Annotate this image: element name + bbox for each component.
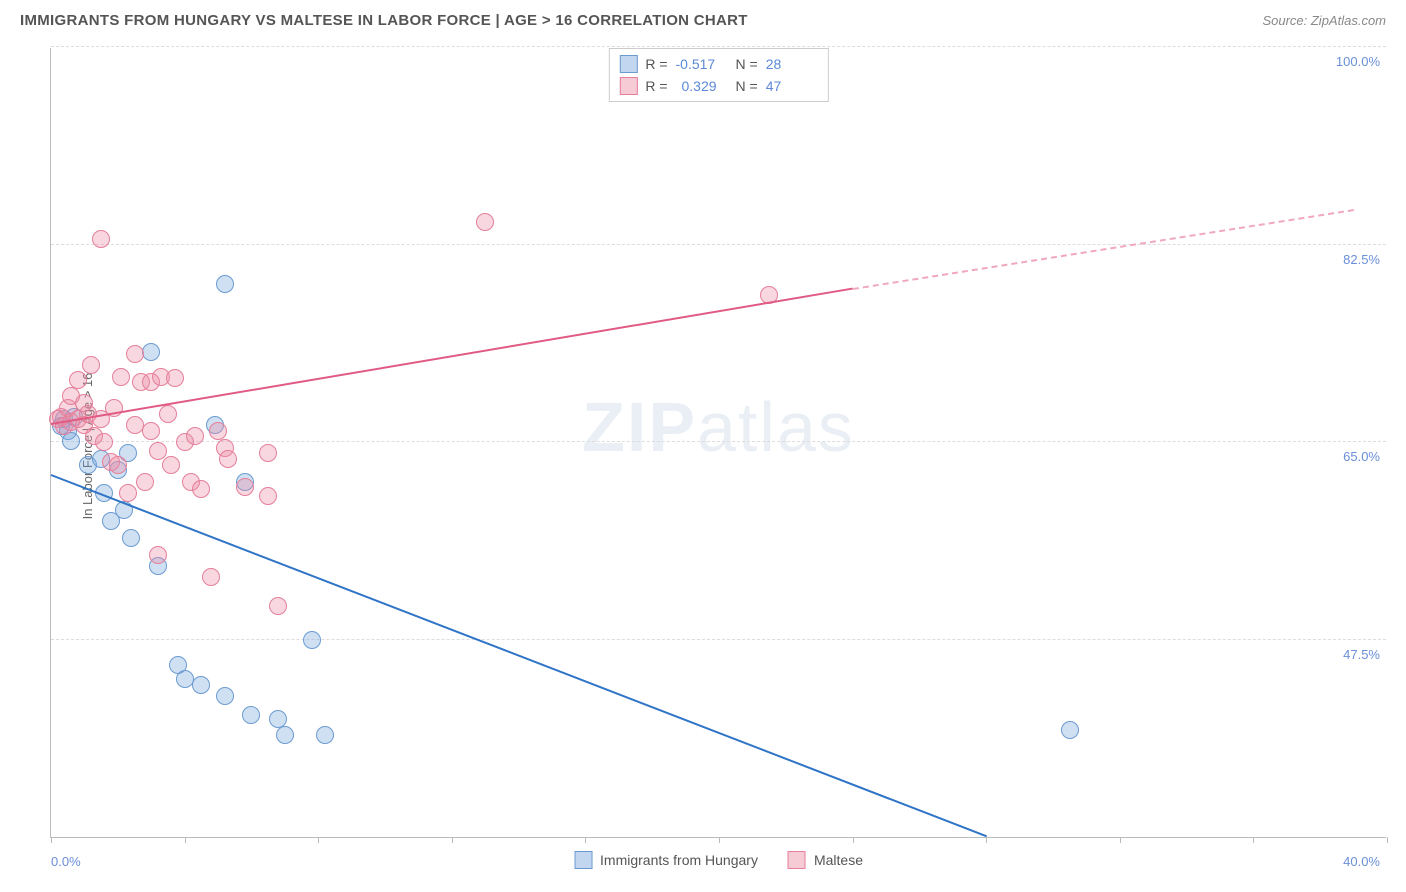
x-tick — [1120, 837, 1121, 843]
data-point-maltese — [209, 422, 227, 440]
x-tick — [585, 837, 586, 843]
gridline — [51, 639, 1386, 640]
data-point-hungary — [176, 670, 194, 688]
data-point-maltese — [166, 369, 184, 387]
x-tick — [452, 837, 453, 843]
data-point-hungary — [122, 529, 140, 547]
data-point-hungary — [269, 710, 287, 728]
swatch-icon — [619, 77, 637, 95]
data-point-hungary — [216, 687, 234, 705]
legend-row-maltese: R =0.329 N =47 — [619, 75, 817, 97]
data-point-maltese — [202, 568, 220, 586]
swatch-icon — [619, 55, 637, 73]
legend-row-hungary: R =-0.517 N =28 — [619, 53, 817, 75]
data-point-maltese — [259, 487, 277, 505]
source-label: Source: ZipAtlas.com — [1262, 13, 1386, 28]
swatch-icon — [788, 851, 806, 869]
data-point-hungary — [192, 676, 210, 694]
data-point-hungary — [1061, 721, 1079, 739]
swatch-icon — [574, 851, 592, 869]
x-tick — [1387, 837, 1388, 843]
gridline — [51, 46, 1386, 47]
x-tick — [318, 837, 319, 843]
data-point-hungary — [242, 706, 260, 724]
data-point-maltese — [142, 422, 160, 440]
data-point-maltese — [219, 450, 237, 468]
data-point-maltese — [192, 480, 210, 498]
x-tick — [719, 837, 720, 843]
data-point-maltese — [159, 405, 177, 423]
x-tick-label: 40.0% — [1343, 854, 1380, 869]
page-title: IMMIGRANTS FROM HUNGARY VS MALTESE IN LA… — [20, 12, 748, 29]
data-point-maltese — [92, 230, 110, 248]
legend-series: Immigrants from Hungary Maltese — [574, 851, 863, 869]
data-point-maltese — [259, 444, 277, 462]
data-point-hungary — [303, 631, 321, 649]
y-tick-label: 82.5% — [1343, 252, 1380, 267]
data-point-maltese — [269, 597, 287, 615]
trend-line — [51, 288, 853, 425]
x-tick — [853, 837, 854, 843]
data-point-hungary — [316, 726, 334, 744]
data-point-maltese — [126, 416, 144, 434]
x-tick-label: 0.0% — [51, 854, 81, 869]
data-point-maltese — [149, 546, 167, 564]
gridline — [51, 244, 1386, 245]
gridline — [51, 441, 1386, 442]
data-point-maltese — [162, 456, 180, 474]
x-tick — [986, 837, 987, 843]
data-point-hungary — [276, 726, 294, 744]
data-point-maltese — [476, 213, 494, 231]
data-point-maltese — [95, 433, 113, 451]
correlation-chart: ZIPatlas R =-0.517 N =28 R =0.329 N =47 … — [50, 48, 1386, 838]
data-point-maltese — [82, 356, 100, 374]
data-point-maltese — [126, 345, 144, 363]
data-point-maltese — [112, 368, 130, 386]
data-point-maltese — [69, 371, 87, 389]
watermark: ZIPatlas — [582, 387, 855, 467]
legend-item-hungary: Immigrants from Hungary — [574, 851, 758, 869]
data-point-maltese — [119, 484, 137, 502]
trend-line — [852, 209, 1353, 290]
trend-line — [51, 474, 987, 837]
data-point-hungary — [216, 275, 234, 293]
legend-item-maltese: Maltese — [788, 851, 863, 869]
x-tick — [185, 837, 186, 843]
y-tick-label: 65.0% — [1343, 449, 1380, 464]
data-point-maltese — [186, 427, 204, 445]
data-point-maltese — [236, 478, 254, 496]
x-tick — [1253, 837, 1254, 843]
x-tick — [51, 837, 52, 843]
data-point-hungary — [142, 343, 160, 361]
data-point-maltese — [109, 456, 127, 474]
legend-stats: R =-0.517 N =28 R =0.329 N =47 — [608, 48, 828, 102]
y-tick-label: 47.5% — [1343, 647, 1380, 662]
y-tick-label: 100.0% — [1336, 54, 1380, 69]
data-point-maltese — [136, 473, 154, 491]
